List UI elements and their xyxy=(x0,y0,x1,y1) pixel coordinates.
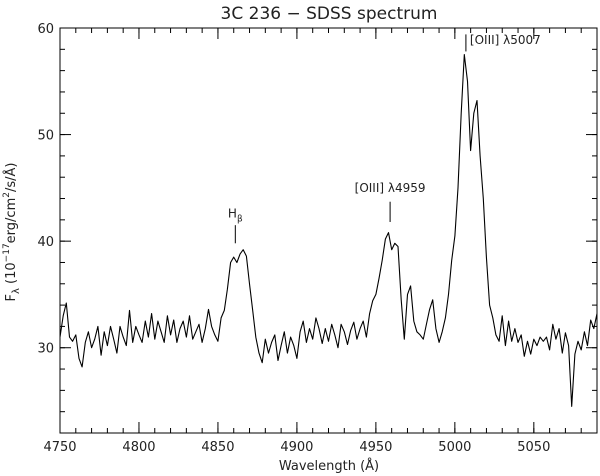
spectrum-series xyxy=(59,54,598,407)
y-tick-label: 50 xyxy=(37,129,54,144)
y-axis-prefix: (10 xyxy=(4,262,19,284)
y-tick-label: 60 xyxy=(37,22,54,37)
y-axis-mid: erg/cm xyxy=(4,198,19,244)
tick-labels: 4750 4800 4850 4900 4950 5000 5050 30 40 50 60 xyxy=(37,22,550,455)
y-axis-symbol-sub: λ xyxy=(11,288,22,294)
line-annotations: Hβ [OIII] λ4959 [OIII] λ5007 xyxy=(228,33,541,244)
x-tick-label: 5000 xyxy=(438,440,471,455)
plot-frame xyxy=(59,27,598,434)
spectrum-line xyxy=(59,54,598,407)
annotation-label: Hβ xyxy=(228,207,243,225)
axis-ticks xyxy=(59,27,598,434)
y-axis-symbol: F xyxy=(4,294,19,301)
x-tick-label: 4900 xyxy=(280,440,313,455)
x-tick-label: 4750 xyxy=(43,440,76,455)
annotation-label: [OIII] λ4959 xyxy=(355,181,426,195)
x-tick-label: 4850 xyxy=(201,440,234,455)
y-tick-label: 40 xyxy=(37,235,54,250)
y-tick-label: 30 xyxy=(37,342,54,357)
annotation-label: [OIII] λ5007 xyxy=(470,33,541,47)
x-tick-label: 5050 xyxy=(517,440,550,455)
y-axis-title: Fλ (10−17erg/cm2/s/Å) xyxy=(2,163,22,302)
x-tick-label: 4800 xyxy=(122,440,155,455)
chart-title: 3C 236 − SDSS spectrum xyxy=(221,4,438,24)
x-axis-title: Wavelength (Å) xyxy=(279,458,379,474)
x-tick-label: 4950 xyxy=(359,440,392,455)
y-axis-exp1: −17 xyxy=(2,243,12,262)
y-axis-suffix: /s/Å) xyxy=(3,163,19,193)
y-axis-exp2: 2 xyxy=(2,192,12,198)
